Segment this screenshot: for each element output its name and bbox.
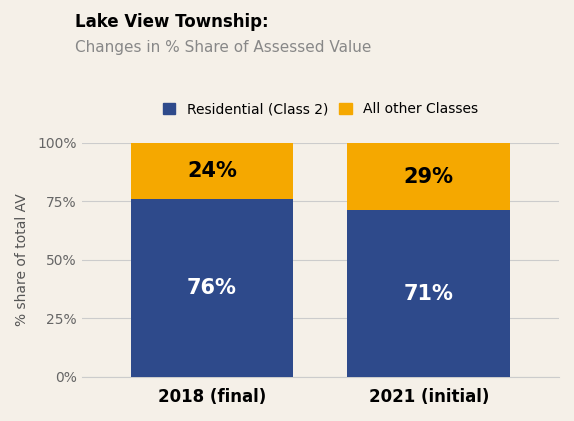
- Text: 71%: 71%: [404, 284, 454, 304]
- Text: 24%: 24%: [187, 161, 237, 181]
- Y-axis label: % share of total AV: % share of total AV: [15, 193, 29, 326]
- Bar: [130, 199, 293, 377]
- Text: 29%: 29%: [404, 167, 454, 187]
- Text: 76%: 76%: [187, 278, 237, 298]
- Legend: Residential (Class 2), All other Classes: Residential (Class 2), All other Classes: [159, 98, 482, 120]
- Bar: [347, 210, 510, 377]
- Bar: [130, 143, 293, 199]
- Text: Changes in % Share of Assessed Value: Changes in % Share of Assessed Value: [75, 40, 371, 55]
- Bar: [347, 143, 510, 210]
- Text: Lake View Township:: Lake View Township:: [75, 13, 268, 31]
